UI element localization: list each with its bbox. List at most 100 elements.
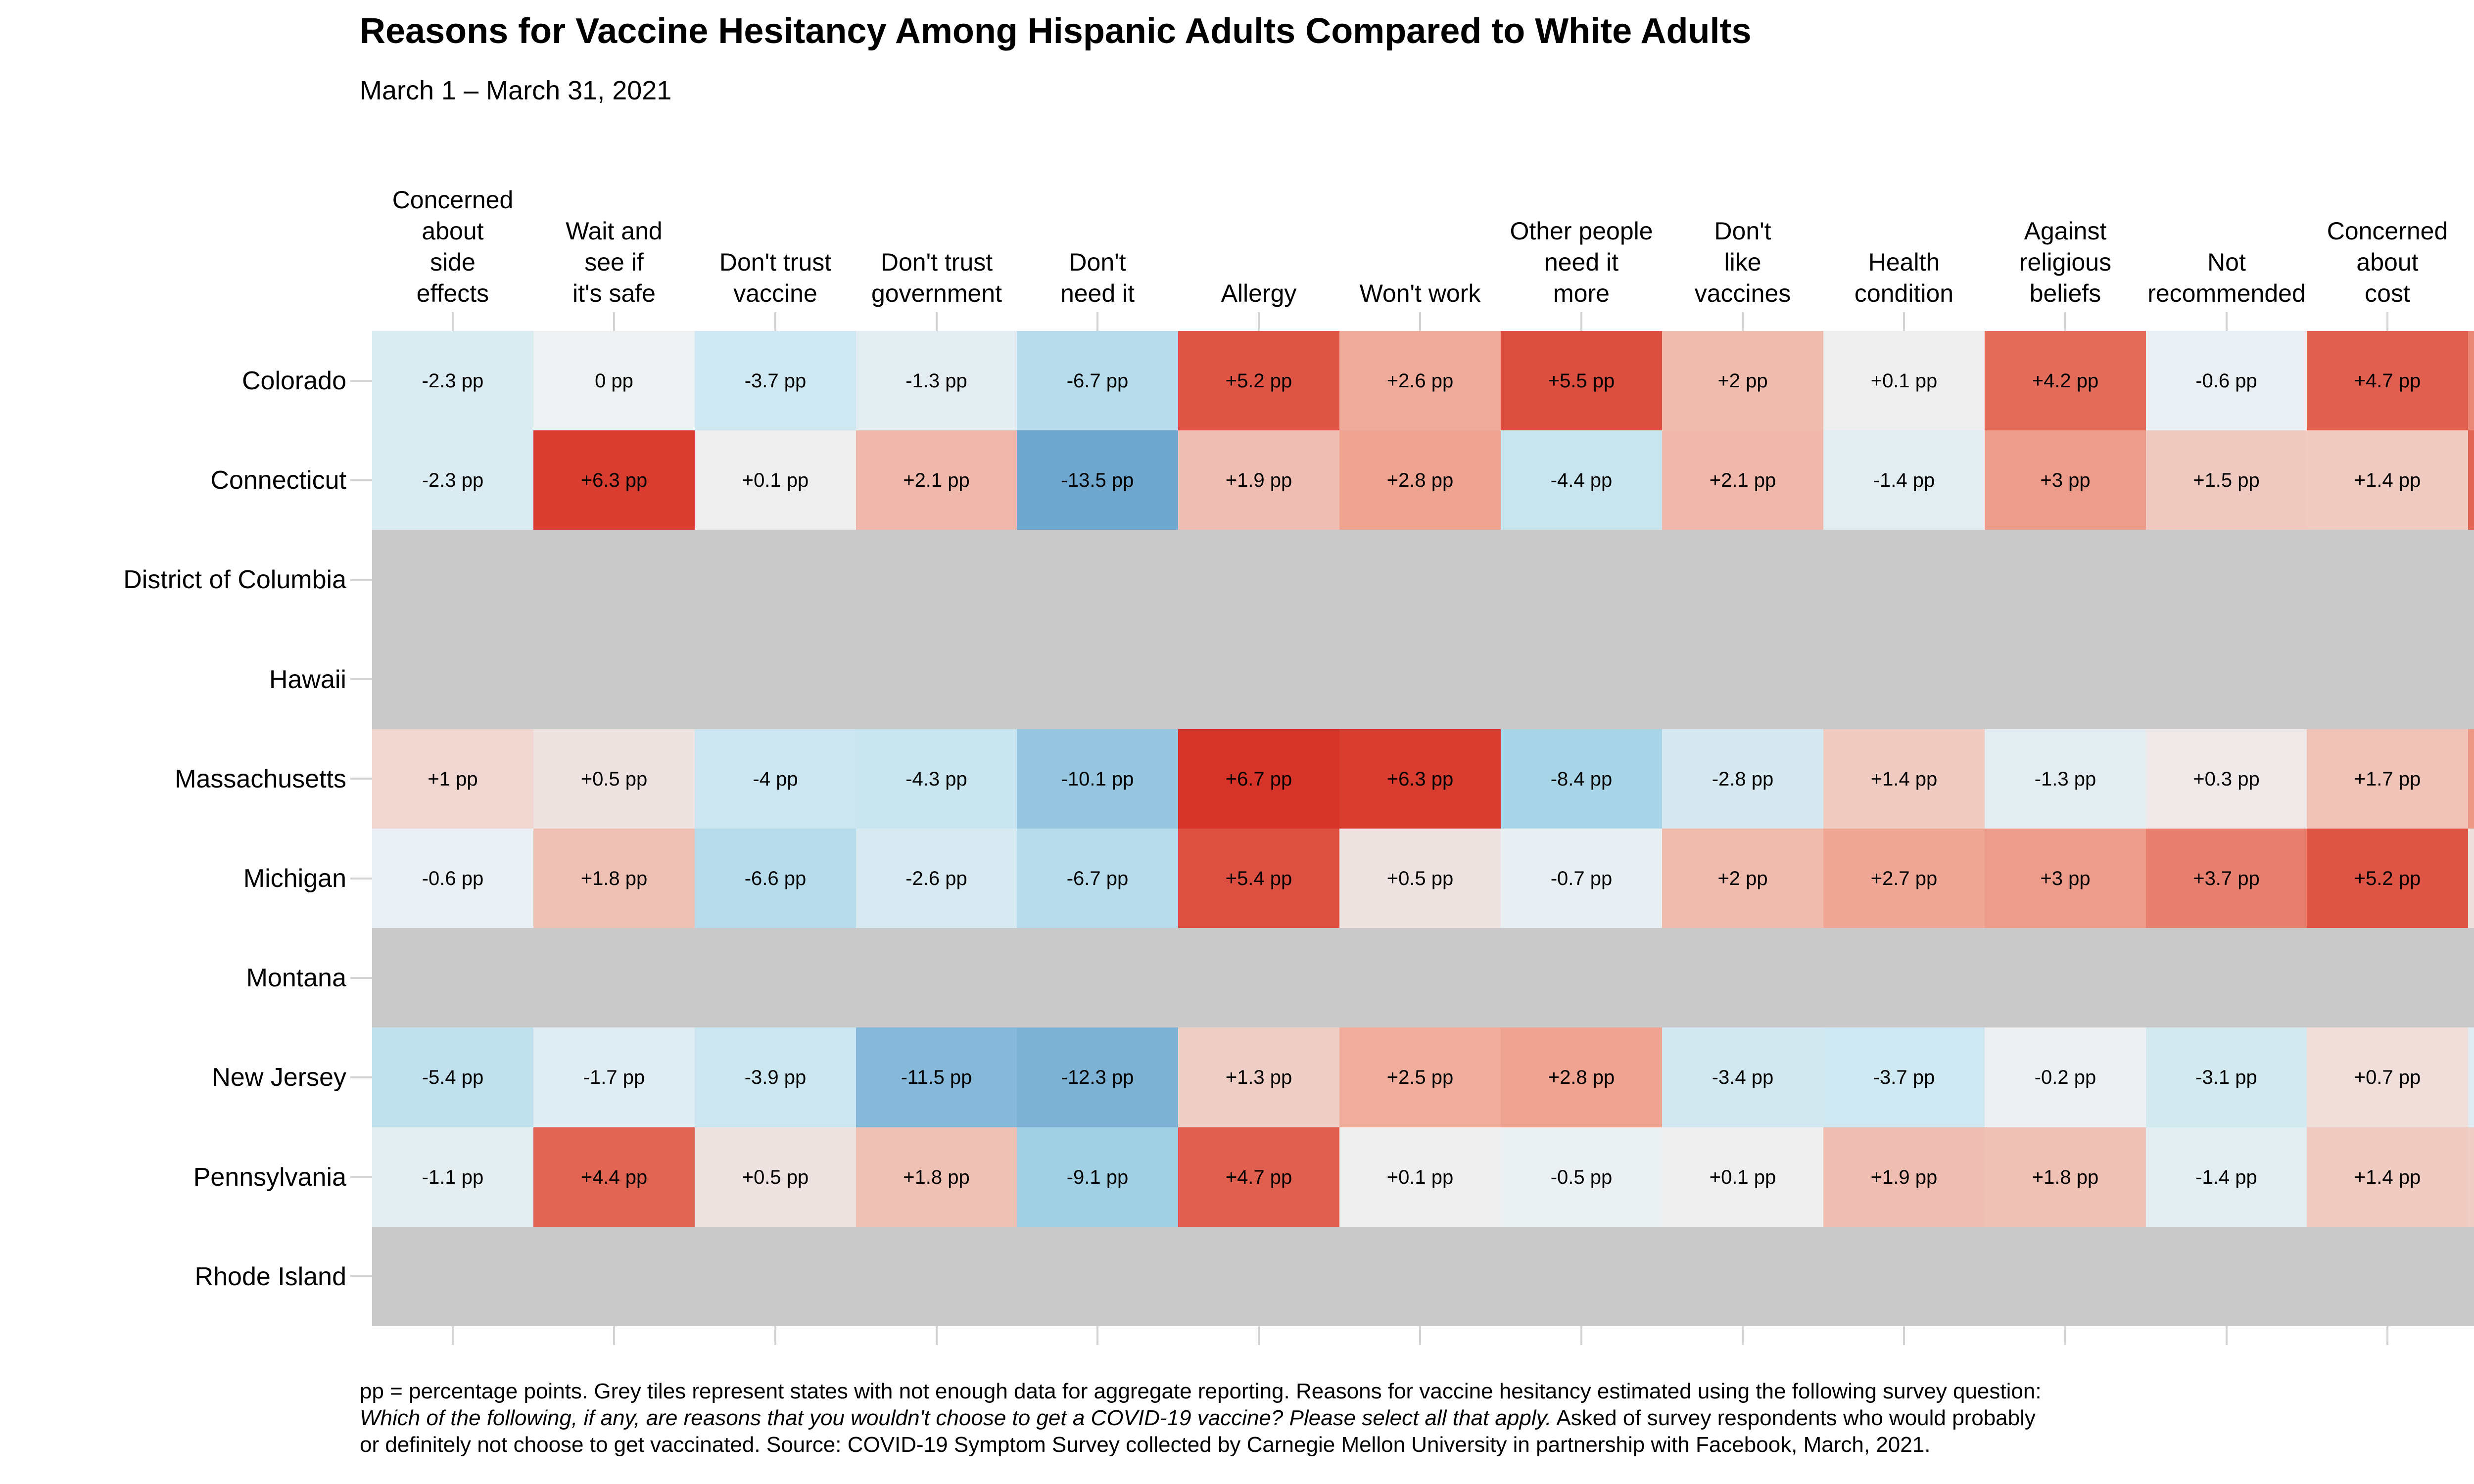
heatmap-cell: +5.5 pp — [1501, 331, 1662, 431]
heatmap-cell: +6.7 pp — [1178, 729, 1339, 829]
footnote-text: Asked of survey respondents who would pr… — [1551, 1406, 2036, 1430]
heatmap-cell: -6.7 pp — [1017, 331, 1178, 431]
heatmap-cell: -1.7 pp — [2468, 1027, 2474, 1127]
tick-mark-left — [350, 579, 372, 581]
heatmap-cell: +0.3 pp — [2146, 729, 2307, 829]
heatmap-cell: +5.2 pp — [2307, 829, 2468, 928]
heatmap-cell: +0.1 pp — [1823, 331, 1985, 431]
heatmap-cell: +2.1 pp — [1662, 430, 1823, 530]
heatmap-cell: -9.1 pp — [1017, 1127, 1178, 1227]
heatmap-cell: -10.1 pp — [1017, 729, 1178, 829]
no-data-band — [372, 630, 2474, 730]
tick-mark-bottom — [2226, 1326, 2228, 1345]
tick-mark-top — [1742, 312, 1744, 331]
heatmap-cell: -0.2 pp — [1985, 1027, 2146, 1127]
heatmap-cell: -2.3 pp — [372, 331, 533, 431]
row-label-district-of-columbia: District of Columbia — [123, 565, 346, 594]
heatmap-cell: +0.1 pp — [1662, 1127, 1823, 1227]
heatmap-cell: -1.7 pp — [533, 1027, 695, 1127]
tick-mark-top — [452, 312, 454, 331]
column-header-13: Concerned about cost — [2327, 217, 2448, 307]
heatmap-cell: +0.5 pp — [1339, 829, 1501, 928]
heatmap-cell: -2.6 pp — [856, 829, 1017, 928]
tick-mark-top — [1258, 312, 1260, 331]
row-label-massachusetts: Massachusetts — [175, 764, 346, 793]
column-header-3: Don't trust vaccine — [719, 248, 832, 307]
heatmap-cell: +2.5 pp — [1339, 1027, 1501, 1127]
heatmap-cell: 0 pp — [533, 331, 695, 431]
footnote: pp = percentage points. Grey tiles repre… — [360, 1378, 2474, 1458]
heatmap-cell: -1.4 pp — [2146, 1127, 2307, 1227]
tick-mark-top — [613, 312, 615, 331]
column-header-7: Won't work — [1359, 279, 1481, 307]
heatmap-cell: +2.8 pp — [1501, 1027, 1662, 1127]
heatmap-cell: +2 pp — [1662, 331, 1823, 431]
heatmap-cell: -11.5 pp — [856, 1027, 1017, 1127]
heatmap-cell: -4.4 pp — [1501, 430, 1662, 530]
column-header-14: Pregnancy — [2468, 176, 2474, 309]
heatmap-cell: +1.3 pp — [2468, 1127, 2474, 1227]
heatmap-cell: -12.3 pp — [1017, 1027, 1178, 1127]
heatmap-cell: -1.3 pp — [856, 331, 1017, 431]
heatmap-cell: +0.5 pp — [533, 729, 695, 829]
heatmap-cell: +5.4 pp — [1178, 829, 1339, 928]
heatmap-cell: +1.4 pp — [1823, 729, 1985, 829]
heatmap-cell: +3.1 pp — [2468, 729, 2474, 829]
heatmap-cell: -5.4 pp — [372, 1027, 533, 1127]
heatmap-cell: +1.7 pp — [2307, 729, 2468, 829]
heatmap-cell: +1.4 pp — [2307, 430, 2468, 530]
tick-mark-top — [774, 312, 776, 331]
footnote-text: pp = percentage points. Grey tiles repre… — [360, 1379, 2042, 1403]
heatmap-cell: +1.9 pp — [1823, 1127, 1985, 1227]
heatmap-cell: -4 pp — [695, 729, 856, 829]
heatmap-cell: -2.3 pp — [372, 430, 533, 530]
tick-mark-left — [350, 678, 372, 680]
tick-mark-bottom — [2064, 1326, 2066, 1345]
heatmap-cell: -8.4 pp — [1501, 729, 1662, 829]
tick-mark-bottom — [1258, 1326, 1260, 1345]
heatmap-cell: +1 pp — [372, 729, 533, 829]
tick-mark-left — [350, 1275, 372, 1277]
heatmap-cell: +2.7 pp — [1823, 829, 1985, 928]
tick-mark-left — [350, 1176, 372, 1178]
heatmap-cell: +1.8 pp — [856, 1127, 1017, 1227]
heatmap-cell: -0.6 pp — [2146, 331, 2307, 431]
tick-mark-bottom — [1096, 1326, 1098, 1345]
tick-mark-left — [350, 479, 372, 481]
heatmap-cell: -3.9 pp — [695, 1027, 856, 1127]
heatmap-cell: +6.3 pp — [533, 430, 695, 530]
heatmap-cell: +3 pp — [1985, 829, 2146, 928]
heatmap-cell: -1.1 pp — [372, 1127, 533, 1227]
heatmap-cell: +4.7 pp — [2307, 331, 2468, 431]
tick-mark-bottom — [1903, 1326, 1905, 1345]
row-label-michigan: Michigan — [243, 864, 346, 893]
row-label-hawaii: Hawaii — [269, 665, 346, 694]
row-label-pennsylvania: Pennsylvania — [193, 1162, 346, 1192]
footnote-line-1: pp = percentage points. Grey tiles repre… — [360, 1378, 2474, 1405]
column-header-6: Allergy — [1221, 279, 1297, 307]
tick-mark-top — [1903, 312, 1905, 331]
column-header-1: Concerned about side effects — [392, 186, 514, 307]
tick-mark-left — [350, 380, 372, 382]
heatmap-cell: +4.4 pp — [533, 1127, 695, 1227]
heatmap-cell: +1.8 pp — [1985, 1127, 2146, 1227]
heatmap-cell: +2.8 pp — [1339, 430, 1501, 530]
heatmap-cell: -6.7 pp — [1017, 829, 1178, 928]
heatmap-cell: -3.1 pp — [2146, 1027, 2307, 1127]
tick-mark-top — [1580, 312, 1582, 331]
footnote-line-3: or definitely not choose to get vaccinat… — [360, 1432, 2474, 1458]
row-label-colorado: Colorado — [241, 366, 346, 395]
row-label-new-jersey: New Jersey — [212, 1063, 346, 1092]
heatmap-cell: +1.4 pp — [2307, 1127, 2468, 1227]
tick-mark-bottom — [774, 1326, 776, 1345]
column-header-9: Don't like vaccines — [1694, 217, 1791, 307]
tick-mark-left — [350, 1076, 372, 1078]
heatmap-cell: -6.6 pp — [695, 829, 856, 928]
row-label-rhode-island: Rhode Island — [194, 1262, 346, 1291]
heatmap-cell: -3.7 pp — [695, 331, 856, 431]
heatmap-cell: -13.5 pp — [1017, 430, 1178, 530]
tick-mark-top — [2386, 312, 2388, 331]
footnote-text: or definitely not choose to get vaccinat… — [360, 1433, 1931, 1457]
no-data-band — [372, 530, 2474, 630]
row-label-connecticut: Connecticut — [210, 465, 346, 495]
